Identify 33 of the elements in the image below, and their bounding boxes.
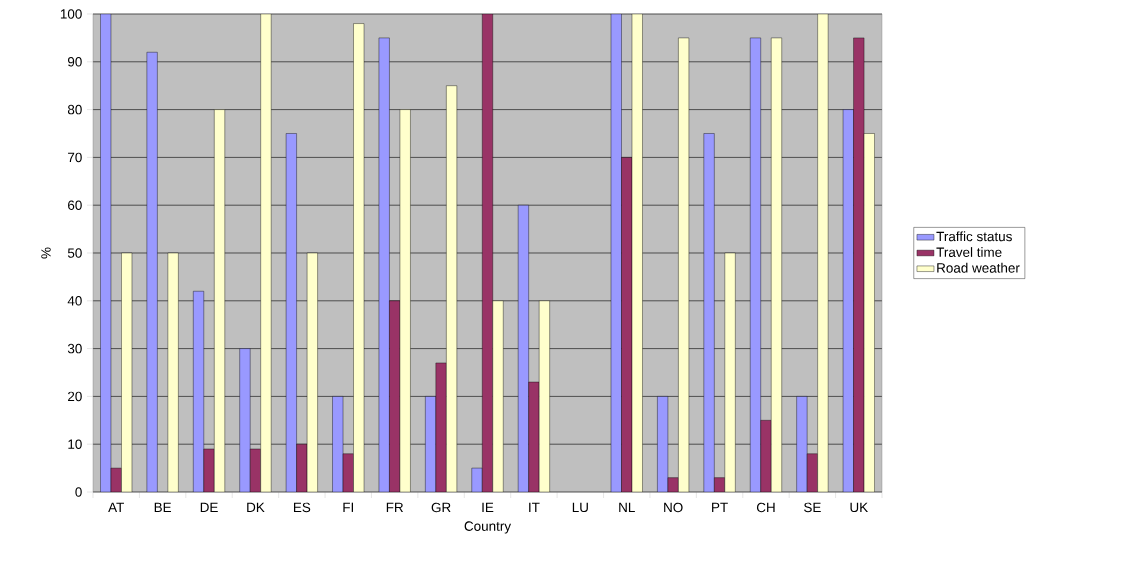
y-tick-label: 90 bbox=[67, 57, 82, 67]
y-tick-label: 50 bbox=[67, 248, 82, 258]
x-tick-label: AT bbox=[108, 502, 124, 512]
x-tick-label: IT bbox=[529, 502, 540, 512]
y-tick-label: 80 bbox=[67, 104, 82, 115]
legend-label: Traffic status bbox=[936, 231, 1012, 242]
x-tick-label: DK bbox=[247, 502, 265, 512]
y-tick-label: 10 bbox=[68, 439, 82, 449]
x-tick-label: NL bbox=[619, 502, 635, 512]
legend-label: Road weather bbox=[937, 262, 1020, 273]
y-tick-label: 70 bbox=[68, 152, 82, 163]
x-tick-label: CH bbox=[756, 502, 775, 513]
y-tick-label: 0 bbox=[75, 487, 82, 497]
x-tick-label: IE bbox=[482, 502, 494, 512]
x-tick-label: SE bbox=[804, 502, 821, 513]
x-tick-label: LU bbox=[572, 502, 588, 513]
y-tick-label: 30 bbox=[67, 343, 82, 354]
x-tick-label: UK bbox=[850, 502, 868, 513]
y-tick-label: 100 bbox=[60, 9, 82, 19]
x-tick-label: DE bbox=[200, 502, 218, 512]
x-axis-title: Country bbox=[464, 521, 512, 534]
x-tick-label: FI bbox=[343, 502, 354, 512]
y-tick-label: 60 bbox=[68, 200, 82, 210]
y-tick-label: 20 bbox=[68, 391, 82, 402]
x-tick-label: FR bbox=[386, 502, 404, 512]
y-axis-title: % bbox=[41, 247, 51, 259]
x-tick-label: GR bbox=[431, 502, 451, 513]
y-tick-label: 40 bbox=[67, 296, 82, 306]
x-tick-label: PT bbox=[712, 502, 728, 512]
x-tick-label: ES bbox=[293, 502, 311, 513]
x-tick-label: BE bbox=[154, 502, 172, 512]
x-tick-label: NO bbox=[664, 502, 683, 513]
legend-label: Travel time bbox=[936, 247, 1002, 257]
